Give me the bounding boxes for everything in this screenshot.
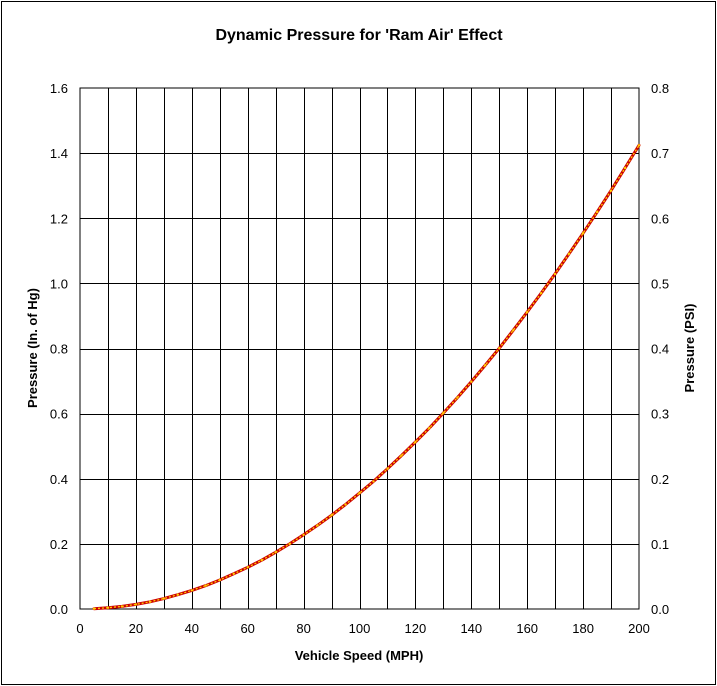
y2-tick-label: 0.7 xyxy=(651,146,669,161)
data-point xyxy=(288,542,291,546)
y2-tick-label: 0.0 xyxy=(651,602,669,617)
y-tick-label: 0.8 xyxy=(50,342,68,357)
y-tick-label: 1.2 xyxy=(50,211,68,226)
y-tick-label: 0.6 xyxy=(50,407,68,422)
y2-axis-label: Pressure (PSI) xyxy=(682,304,697,393)
data-point xyxy=(162,597,165,600)
y2-tick-label: 0.5 xyxy=(651,276,669,291)
data-point xyxy=(428,426,431,430)
x-axis-label: Vehicle Speed (MPH) xyxy=(295,648,424,663)
data-point xyxy=(456,396,459,399)
data-point xyxy=(623,166,627,170)
y-tick-label: 1.6 xyxy=(50,81,68,96)
y2-tick-label: 0.1 xyxy=(651,537,669,552)
data-point xyxy=(484,363,487,367)
data-point xyxy=(344,503,347,506)
y-tick-label: 1.4 xyxy=(50,146,68,161)
data-point xyxy=(540,291,543,295)
data-point xyxy=(232,572,235,575)
y-tick-label: 1.0 xyxy=(50,276,68,291)
x-tick-label: 180 xyxy=(572,621,594,636)
data-point xyxy=(414,440,417,444)
x-tick-label: 200 xyxy=(628,621,650,636)
y2-tick-label: 0.8 xyxy=(651,81,669,96)
data-point xyxy=(92,607,96,610)
y2-tick-label: 0.4 xyxy=(651,342,669,357)
data-point xyxy=(316,524,319,527)
data-point xyxy=(372,480,375,483)
data-point xyxy=(526,310,529,314)
data-point xyxy=(512,329,515,332)
data-point xyxy=(386,467,389,470)
data-point xyxy=(400,454,403,457)
x-tick-label: 80 xyxy=(296,621,310,636)
data-point xyxy=(442,411,445,415)
data-point xyxy=(330,514,333,517)
series-layer xyxy=(92,143,641,611)
data-point xyxy=(260,559,263,562)
data-point xyxy=(190,589,193,592)
chart-title: Dynamic Pressure for 'Ram Air' Effect xyxy=(215,27,503,44)
data-point xyxy=(176,593,179,596)
data-point xyxy=(204,584,207,587)
data-point xyxy=(120,605,124,608)
data-point xyxy=(358,491,361,495)
x-tick-label: 20 xyxy=(129,621,143,636)
data-point xyxy=(106,606,110,609)
data-point xyxy=(148,600,152,603)
data-point xyxy=(637,144,641,147)
data-point xyxy=(581,232,585,235)
data-point xyxy=(609,189,613,192)
data-point xyxy=(498,347,501,350)
data-point xyxy=(595,210,599,214)
y2-tick-label: 0.6 xyxy=(651,211,669,226)
x-tick-label: 100 xyxy=(349,621,371,636)
x-tick-label: 40 xyxy=(185,621,199,636)
data-point xyxy=(134,603,138,606)
series-line-highlight xyxy=(93,144,640,610)
y-tick-label: 0.4 xyxy=(50,472,68,487)
y-axis-label: Pressure (In. of Hg) xyxy=(25,288,40,408)
y-tick-label: 0.2 xyxy=(50,537,68,552)
x-tick-label: 0 xyxy=(76,621,83,636)
data-point xyxy=(246,566,249,569)
data-point xyxy=(218,578,221,582)
plot-area xyxy=(79,87,640,610)
y-tick-label: 0.0 xyxy=(50,602,68,617)
tick-labels: 0 20 40 60 80 100 120 140 160 180 2000.00.20.40.60… xyxy=(50,81,669,636)
x-tick-label: 160 xyxy=(516,621,538,636)
data-point xyxy=(567,252,571,255)
x-tick-label: 120 xyxy=(405,621,427,636)
data-point xyxy=(553,272,557,276)
gridlines xyxy=(80,88,639,609)
y2-tick-label: 0.3 xyxy=(651,407,669,422)
x-tick-label: 140 xyxy=(460,621,482,636)
data-point xyxy=(302,533,305,536)
data-point xyxy=(274,551,277,554)
x-tick-label: 60 xyxy=(240,621,254,636)
data-point xyxy=(470,380,473,383)
y2-tick-label: 0.2 xyxy=(651,472,669,487)
